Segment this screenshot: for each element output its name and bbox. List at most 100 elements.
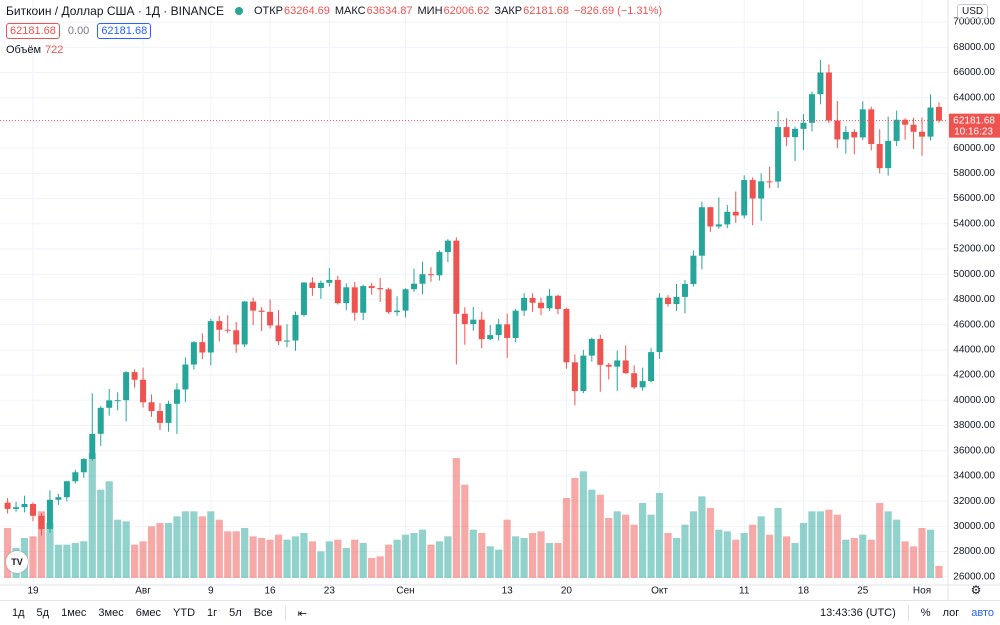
candle-body bbox=[758, 181, 765, 199]
sell-price[interactable]: 62181.68 bbox=[6, 23, 60, 39]
range-button[interactable]: 1г bbox=[207, 607, 218, 619]
percent-button[interactable]: % bbox=[920, 607, 931, 619]
header: Биткоин / Доллар США · 1Д · BINANCE ОТКР… bbox=[6, 4, 662, 18]
volume-bar bbox=[4, 528, 12, 578]
open-label: ОТКР bbox=[253, 5, 283, 17]
volume-bar bbox=[537, 531, 545, 578]
volume-bar bbox=[29, 536, 37, 578]
candle-body bbox=[453, 240, 460, 314]
candle-body bbox=[919, 131, 926, 137]
candle-body bbox=[233, 330, 240, 345]
volume-legend: Объём 722 bbox=[6, 44, 63, 56]
volume-bar bbox=[54, 544, 63, 578]
volume-bar bbox=[207, 511, 215, 578]
candle-body bbox=[851, 131, 858, 138]
candle-body bbox=[267, 311, 274, 326]
y-tick-label: 60000.00 bbox=[953, 143, 995, 154]
candle-body bbox=[131, 372, 138, 380]
log-button[interactable]: лог bbox=[942, 607, 960, 619]
volume-bar bbox=[334, 539, 342, 578]
volume-bar bbox=[706, 508, 714, 578]
range-button[interactable]: 1мес bbox=[61, 607, 87, 619]
candle-body bbox=[512, 310, 519, 339]
y-tick-label: 58000.00 bbox=[953, 168, 995, 179]
close-label: ЗАКР bbox=[494, 5, 523, 17]
volume-bar bbox=[410, 533, 418, 578]
volume-bar bbox=[249, 536, 257, 578]
volume-bar bbox=[308, 541, 317, 578]
volume-bar bbox=[224, 531, 232, 578]
x-tick-label: Окт bbox=[651, 586, 668, 597]
candle-body bbox=[334, 279, 341, 304]
candle-body bbox=[478, 319, 485, 340]
candle-body bbox=[250, 301, 257, 311]
volume-bar bbox=[274, 534, 283, 578]
candle-body bbox=[97, 407, 104, 434]
volume-bar bbox=[918, 528, 926, 578]
candle-body bbox=[783, 127, 790, 138]
x-tick-label: 11 bbox=[739, 586, 750, 597]
candle-body bbox=[588, 338, 595, 356]
volume-bar bbox=[715, 529, 723, 578]
range-button[interactable]: 5д bbox=[36, 607, 50, 619]
y-tick-label: 36000.00 bbox=[953, 445, 995, 456]
candle-body bbox=[639, 381, 646, 388]
candle-body bbox=[842, 131, 849, 140]
range-buttons: 1д 5д 1мес 3мес 6мес YTD 1г 5л Все bbox=[0, 607, 279, 619]
volume-bar bbox=[884, 511, 892, 578]
volume-bar bbox=[232, 531, 240, 578]
volume-bars bbox=[4, 453, 943, 578]
candle-body bbox=[724, 211, 731, 225]
y-tick-label: 64000.00 bbox=[953, 92, 995, 103]
candle-body bbox=[935, 106, 942, 121]
range-button[interactable]: 6мес bbox=[135, 607, 162, 619]
candle-body bbox=[317, 282, 324, 289]
volume-bar bbox=[291, 536, 300, 578]
y-tick-label: 54000.00 bbox=[953, 218, 995, 229]
buy-price[interactable]: 62181.68 bbox=[97, 23, 152, 39]
candle-body bbox=[715, 224, 722, 227]
candle-body bbox=[224, 329, 231, 331]
candle-body bbox=[808, 94, 815, 123]
volume-bar bbox=[478, 533, 486, 578]
candle-body bbox=[681, 284, 688, 297]
range-button[interactable]: 1д bbox=[12, 607, 25, 619]
candle-body bbox=[690, 255, 697, 285]
candle-body bbox=[444, 240, 451, 253]
compare-range-button[interactable]: ⇤ bbox=[297, 607, 307, 620]
range-button[interactable]: 5л bbox=[229, 607, 242, 619]
volume-bar bbox=[757, 516, 765, 578]
range-button[interactable]: 3мес bbox=[98, 607, 124, 619]
volume-bar bbox=[427, 544, 435, 578]
volume-bar bbox=[528, 533, 537, 578]
volume-bar bbox=[368, 558, 376, 578]
candle-body bbox=[165, 403, 172, 423]
candle-body bbox=[605, 364, 612, 367]
candle-body bbox=[470, 319, 477, 325]
high-value: 63634.87 bbox=[366, 5, 413, 17]
volume-bar bbox=[190, 511, 198, 578]
volume-bar bbox=[833, 514, 841, 578]
volume-bar bbox=[799, 523, 808, 578]
volume-bar bbox=[689, 511, 698, 578]
candle-body bbox=[173, 389, 180, 404]
candle-body bbox=[46, 499, 53, 529]
volume-bar bbox=[723, 531, 731, 578]
volume-bar bbox=[63, 544, 71, 578]
y-tick-label: 50000.00 bbox=[953, 269, 995, 280]
candle-body bbox=[351, 287, 358, 313]
range-button[interactable]: YTD bbox=[173, 607, 196, 619]
range-button[interactable]: Все bbox=[253, 607, 273, 619]
candle-body bbox=[38, 515, 45, 529]
volume-bar bbox=[605, 518, 613, 578]
auto-button[interactable]: авто bbox=[971, 607, 994, 619]
volume-bar bbox=[317, 551, 325, 578]
candle-body bbox=[216, 321, 223, 330]
candle-body bbox=[207, 321, 214, 353]
candle-body bbox=[402, 289, 409, 311]
candle-body bbox=[106, 400, 113, 408]
currency-button[interactable]: USD bbox=[957, 4, 989, 19]
candle-body bbox=[411, 283, 418, 290]
candle-body bbox=[817, 72, 824, 95]
volume-bar bbox=[782, 536, 791, 578]
